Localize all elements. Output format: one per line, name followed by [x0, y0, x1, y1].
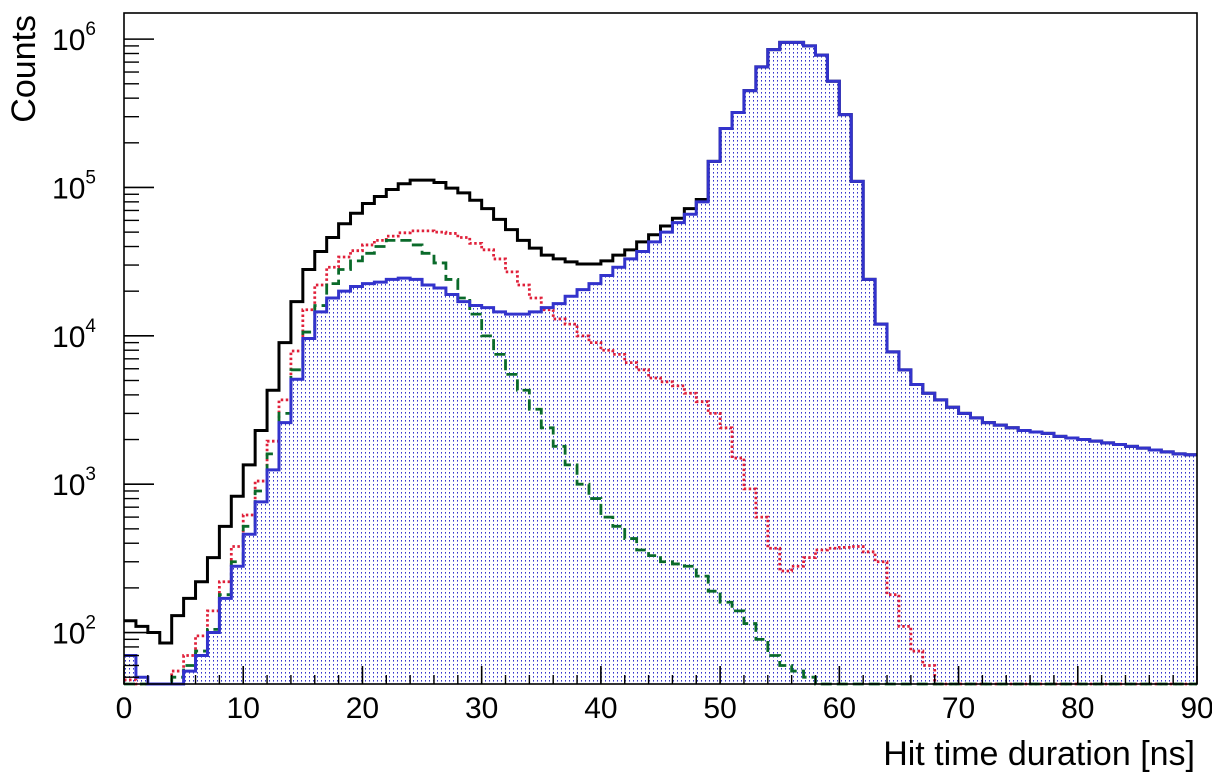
x-tick-label: 40 [584, 692, 617, 725]
series-1-line [124, 229, 1197, 686]
x-tick-label: 10 [227, 692, 260, 725]
x-tick-label: 20 [346, 692, 379, 725]
plot-area [123, 12, 1198, 686]
x-tick-label: 70 [942, 692, 975, 725]
x-tick-label: 80 [1061, 692, 1094, 725]
series-3-fill [124, 42, 1197, 684]
y-axis-label: Counts [5, 15, 43, 123]
x-tick-label: 90 [1180, 692, 1212, 725]
axes: 0 10 20 30 40 50 60 70 80 90 102 103 104 105 106 [52, 19, 1212, 725]
x-axis-label: Hit time duration [ns] [883, 735, 1195, 773]
x-tick-label: 0 [116, 692, 133, 725]
y-tick-label: 106 [52, 19, 96, 57]
plot-border [123, 12, 1198, 685]
y-tick-label: 104 [52, 316, 96, 354]
series-3-line [124, 40, 1197, 686]
x-tick-label: 50 [703, 692, 736, 725]
x-tick-label: 30 [465, 692, 498, 725]
y-tick-label: 103 [52, 464, 96, 502]
y-tick-label: 102 [52, 613, 96, 651]
x-tick-label: 60 [823, 692, 856, 725]
y-tick-label: 105 [52, 167, 96, 205]
